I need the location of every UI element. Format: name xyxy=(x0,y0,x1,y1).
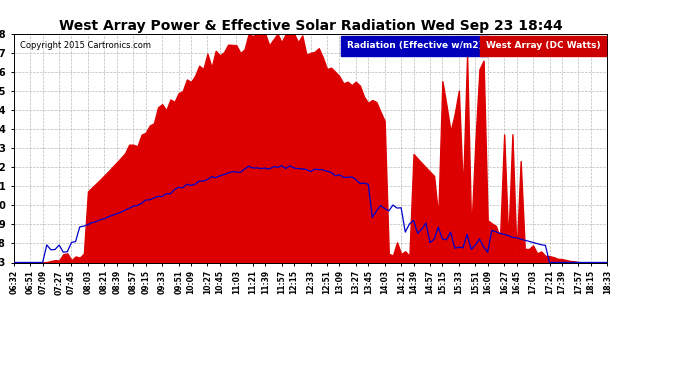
Legend: Radiation (Effective w/m2), West Array (DC Watts): Radiation (Effective w/m2), West Array (… xyxy=(341,38,602,53)
Title: West Array Power & Effective Solar Radiation Wed Sep 23 18:44: West Array Power & Effective Solar Radia… xyxy=(59,19,562,33)
Text: Copyright 2015 Cartronics.com: Copyright 2015 Cartronics.com xyxy=(20,40,150,50)
